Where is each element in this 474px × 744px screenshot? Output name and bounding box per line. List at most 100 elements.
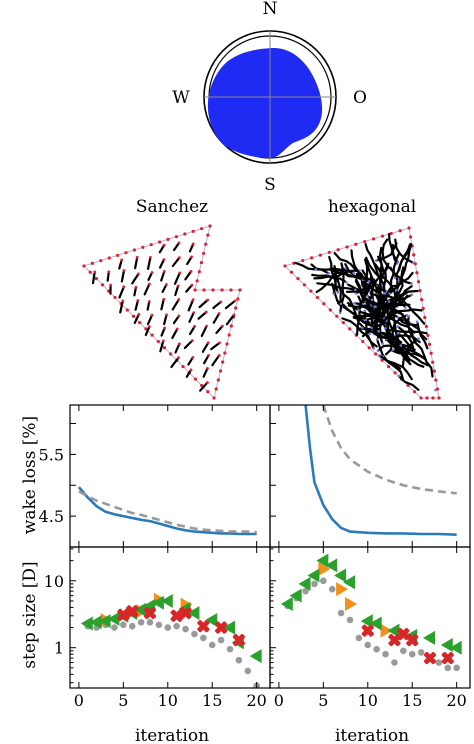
turbine: [345, 280, 348, 284]
turbine: [232, 313, 236, 317]
turbine-trajectory: [224, 299, 237, 310]
turbine: [93, 270, 97, 274]
boundary-turbine: [419, 396, 423, 400]
compass-north-label: N: [263, 0, 278, 19]
boundary-turbine: [354, 242, 358, 246]
turbine: [233, 299, 237, 303]
turbine-trajectory: [171, 256, 181, 268]
boundary-turbine: [99, 259, 103, 263]
ylabel-wake-loss: wake loss [%]: [20, 416, 40, 534]
boundary-turbine: [367, 346, 371, 350]
turbine-trajectory: [388, 251, 401, 295]
turbine-trajectory: [163, 313, 168, 326]
marker-x: [441, 651, 454, 665]
turbine: [370, 298, 374, 302]
boundary-turbine: [197, 270, 201, 274]
marker-x: [179, 606, 192, 620]
boundary-turbine: [335, 314, 339, 318]
turbine-trajectory: [143, 282, 151, 296]
turbine: [353, 301, 356, 305]
panel-top-right: [269, 404, 471, 548]
xtick-label: 5: [118, 691, 128, 710]
boundary-turbine: [195, 279, 199, 283]
xtick-label: 20: [246, 691, 266, 710]
marker-triangle-left: [134, 602, 147, 617]
boundary-turbine: [412, 390, 417, 394]
marker-triangle-left: [223, 620, 235, 635]
turbine-trajectory: [201, 341, 210, 353]
marker-triangle-left: [249, 649, 262, 664]
turbine-trajectory: [212, 312, 221, 324]
turbine-trajectory: [133, 313, 140, 324]
panel-bottom-left: 1 10 0 5 10 15 20: [44, 546, 271, 710]
turbine: [404, 306, 407, 309]
turbine-trajectory: [173, 271, 181, 285]
marker-triangle-left: [80, 616, 93, 631]
marker-circle: [137, 618, 145, 626]
turbine: [107, 270, 111, 274]
marker-triangle-right: [318, 562, 331, 577]
turbine: [204, 310, 208, 314]
turbine-trajectory: [353, 302, 385, 312]
xtick-label: 15: [202, 691, 222, 710]
marker-triangle-right: [345, 597, 357, 612]
boundary-turbine: [408, 235, 413, 239]
turbine-trajectory: [91, 270, 96, 285]
turbine: [206, 341, 210, 345]
xlabel-right: iteration: [335, 726, 409, 744]
boundary-turbine: [328, 308, 332, 312]
boundary-turbine: [193, 377, 198, 381]
boundary-turbine: [289, 270, 294, 274]
turbine-trajectory: [396, 325, 415, 351]
turbine: [136, 299, 140, 302]
boundary-turbine: [212, 396, 216, 400]
boundary-turbine: [427, 342, 432, 346]
turbine-trajectory: [171, 327, 179, 340]
panel-frame: [269, 404, 471, 548]
turbine-trajectory: [394, 238, 415, 264]
turbine-trajectory: [350, 249, 370, 283]
turbine-trajectory: [378, 354, 413, 381]
turbine: [205, 324, 208, 328]
turbine: [377, 330, 381, 333]
turbine: [176, 284, 180, 288]
turbine-trajectory: [362, 274, 373, 299]
boundary-turbine: [393, 371, 397, 375]
turbine: [387, 300, 391, 303]
boundary-turbine: [181, 364, 185, 369]
boundary-turbine: [206, 233, 210, 237]
turbine-trajectory: [378, 296, 385, 345]
boundary-turbine: [412, 253, 416, 257]
marker-x-bar: [143, 606, 157, 620]
boundary-turbine: [221, 360, 225, 364]
turbine-trajectory: [382, 262, 390, 289]
turbine: [415, 320, 419, 324]
boundary-turbine: [318, 253, 323, 257]
boundary-turbine: [407, 226, 411, 230]
turbine-trajectory: [316, 282, 357, 291]
turbine: [177, 241, 181, 245]
marker-circle: [128, 622, 136, 630]
boundary-turbine: [371, 237, 376, 241]
turbine: [122, 269, 126, 272]
turbine: [354, 292, 358, 295]
boundary-turbine: [183, 232, 187, 236]
ytick-label: 1: [54, 639, 64, 658]
turbine: [189, 270, 193, 273]
marker-triangle-left: [423, 630, 435, 645]
marker-triangle-left: [280, 597, 293, 612]
marker-circle: [155, 621, 163, 629]
marker-x-bar: [423, 651, 437, 665]
turbine-trajectory: [144, 325, 151, 337]
turbine: [121, 299, 125, 303]
turbine: [161, 339, 165, 343]
turbine-trajectory: [380, 289, 419, 320]
marker-circle: [391, 659, 398, 666]
plot-area: [280, 553, 462, 672]
marker-x: [143, 606, 157, 620]
marker-x-bar: [215, 621, 228, 634]
marker-circle: [400, 647, 407, 655]
boundary-turbine: [374, 352, 378, 356]
turbine: [120, 258, 124, 262]
xtick-label: 0: [274, 691, 284, 710]
